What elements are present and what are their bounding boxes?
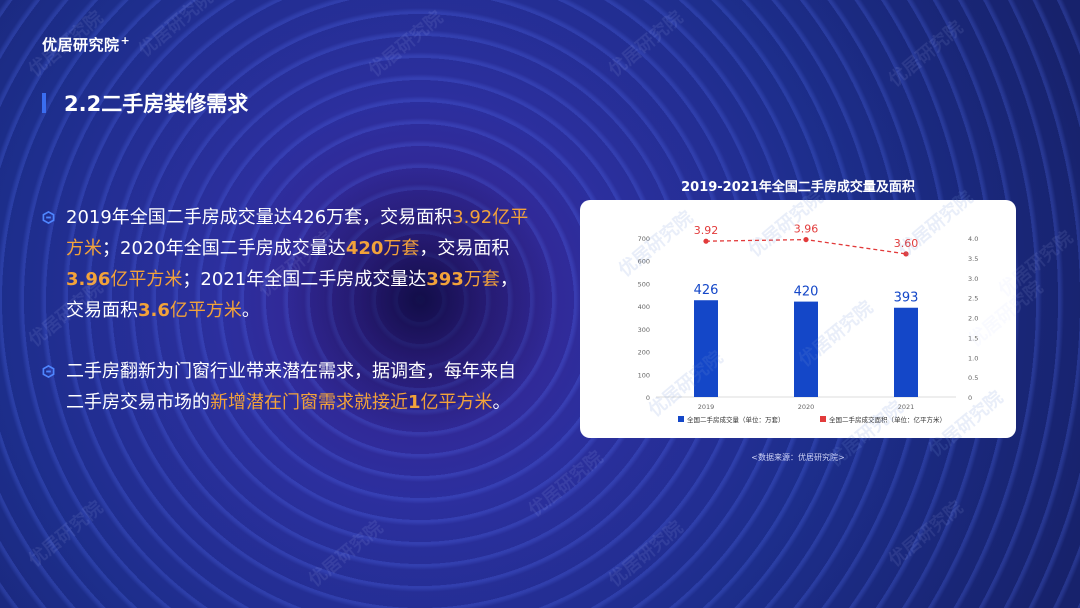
watermark: 优居研究院 <box>304 517 388 592</box>
x-tick-label: 2020 <box>798 403 815 411</box>
bullet-text-segment: 3.92亿平方米 <box>66 207 529 259</box>
y-right-tick-label: 3.5 <box>968 255 978 263</box>
legend-label-line: 全国二手房成交面积（单位：亿平方米） <box>829 415 946 424</box>
y-right-tick-label: 2.0 <box>968 315 978 323</box>
y-right-tick-label: 0.5 <box>968 374 978 382</box>
watermark: 优居研究院 <box>604 517 688 592</box>
bullet-text: 二手房翻新为门窗行业带来潜在需求，据调查，每年来自二手房交易市场的新增潜在门窗需… <box>66 356 532 418</box>
hexagon-bullet-icon <box>42 211 55 224</box>
bar-data-label: 426 <box>694 283 719 298</box>
y-left-tick-label: 500 <box>638 280 650 288</box>
watermark: 优居研究院 <box>884 17 968 92</box>
bullet-text-segment: 3.96 <box>66 269 111 290</box>
page-title: 2.2二手房装修需求 <box>64 92 249 116</box>
watermark: 优居研究院 <box>364 7 448 82</box>
legend-label-bar: 全国二手房成交量（单位：万套） <box>687 415 785 424</box>
y-left-tick-label: 400 <box>638 303 650 311</box>
bar-data-label: 420 <box>794 285 819 300</box>
y-right-tick-label: 1.5 <box>968 334 978 342</box>
y-left-tick-label: 0 <box>646 394 650 402</box>
y-right-tick-label: 0 <box>968 394 972 402</box>
bar-2020 <box>794 301 818 397</box>
bar-data-label: 393 <box>894 291 919 306</box>
y-left-tick-label: 100 <box>638 371 650 379</box>
bullet-text-segment: 3.6 <box>138 300 170 321</box>
y-left-tick-label: 300 <box>638 326 650 334</box>
y-left-tick-label: 700 <box>638 235 650 243</box>
bullet-text-segment: 亿平方米 <box>110 269 183 290</box>
bullet-text-segment: ，交易面积 <box>66 269 518 321</box>
bar-2019 <box>694 300 718 397</box>
bullet-item: 二手房翻新为门窗行业带来潜在需求，据调查，每年来自二手房交易市场的新增潜在门窗需… <box>42 356 532 418</box>
bullet-text-segment: 亿平方米 <box>169 300 242 321</box>
y-left-tick-label: 600 <box>638 258 650 266</box>
bar-2021 <box>894 307 918 397</box>
legend-swatch-bar <box>678 416 684 422</box>
bullet-text-segment: 万套 <box>463 269 500 290</box>
watermark: 优居研究院 <box>134 0 218 62</box>
bullet-text-segment: 二手房翻新为门窗行业带来潜在需求，据调查，每年来自二手房交易市场的 <box>66 361 516 413</box>
line-data-label: 3.92 <box>694 224 719 237</box>
chart-source: <数据来源：优居研究院> <box>751 453 845 462</box>
chart-title: 2019-2021年全国二手房成交量及面积 <box>681 180 915 195</box>
bullet-text-segment: 亿平方米 <box>420 392 493 413</box>
bullet-list: 2019年全国二手房成交量达426万套，交易面积3.92亿平方米；2020年全国… <box>42 202 532 448</box>
bullet-text-segment: 。 <box>492 392 511 413</box>
y-right-tick-label: 1.0 <box>968 354 978 362</box>
bullet-text-segment: 420 <box>345 238 384 259</box>
bullet-text-segment: 。 <box>241 300 260 321</box>
legend-swatch-line <box>820 416 826 422</box>
bullet-text: 2019年全国二手房成交量达426万套，交易面积3.92亿平方米；2020年全国… <box>66 202 532 326</box>
y-right-tick-label: 2.5 <box>968 295 978 303</box>
bullet-text-segment: 万套 <box>383 238 420 259</box>
bullet-text-segment: ；2021年全国二手房成交量达 <box>182 269 427 290</box>
y-right-tick-label: 3.0 <box>968 275 978 283</box>
watermark: 优居研究院 <box>604 7 688 82</box>
y-right-tick-label: 4.0 <box>968 235 978 243</box>
combo-chart: 0 100 200 300 400 500 600 700 0 0.5 1.0 1.5 2.0 2.5 3.… <box>638 223 979 424</box>
bullet-text-segment: ，交易面积 <box>419 238 510 259</box>
bullet-text-segment: 2019年全国二手房成交量达426万套，交易面积 <box>66 207 453 228</box>
bullet-text-segment: 393 <box>426 269 464 290</box>
y-left-tick-label: 200 <box>638 349 650 357</box>
hexagon-bullet-icon <box>42 365 55 378</box>
line-data-label: 3.60 <box>894 237 919 250</box>
bullet-text-segment: 1 <box>408 392 421 413</box>
watermark: 优居研究院 <box>24 497 108 572</box>
watermark: 优居研究院 <box>884 497 968 572</box>
chart-card: 0 100 200 300 400 500 600 700 0 0.5 1.0 1.5 2.0 2.5 3.… <box>580 200 1016 438</box>
bullet-text-segment: 新增潜在门窗需求就接近 <box>210 392 408 413</box>
x-tick-label: 2019 <box>698 403 715 411</box>
title-accent-bar <box>42 93 46 113</box>
bullet-item: 2019年全国二手房成交量达426万套，交易面积3.92亿平方米；2020年全国… <box>42 202 532 326</box>
bullet-text-segment: ；2020年全国二手房成交量达 <box>102 238 346 259</box>
section-header: 2.2二手房装修需求 <box>42 90 248 116</box>
line-data-label: 3.96 <box>794 223 819 236</box>
x-tick-label: 2021 <box>898 403 915 411</box>
line-point-2021 <box>903 251 909 257</box>
brand-logo: 优居研究院+ <box>42 34 131 54</box>
line-point-2019 <box>703 238 709 244</box>
line-point-2020 <box>803 236 809 243</box>
